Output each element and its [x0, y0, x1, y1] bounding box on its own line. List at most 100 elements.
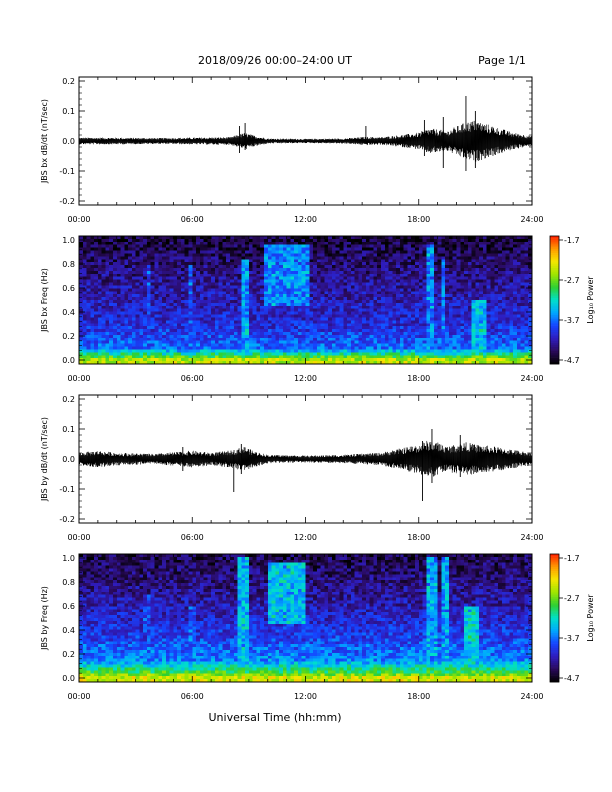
- spectrogram-cell: [241, 300, 246, 304]
- spectrogram-cell: [94, 273, 99, 278]
- spectrogram-cell: [267, 282, 272, 286]
- spectrogram-cell: [199, 265, 204, 269]
- spectrogram-cell: [139, 241, 144, 246]
- spectrogram-cell: [282, 329, 287, 333]
- spectrogram-cell: [131, 238, 136, 243]
- spectrogram-cell: [396, 320, 401, 324]
- spectrogram-cell: [252, 291, 257, 295]
- spectrogram-cell: [365, 262, 370, 266]
- spectrogram-cell: [354, 256, 359, 260]
- spectrogram-cell: [396, 244, 401, 248]
- spectrogram-cell: [282, 361, 287, 365]
- spectrogram-cell: [135, 262, 140, 266]
- spectrogram-cell: [263, 250, 269, 254]
- spectrogram-cell: [97, 291, 102, 295]
- spectrogram-cell: [464, 253, 469, 257]
- spectrogram-cell: [430, 314, 435, 318]
- spectrogram-cell: [184, 282, 189, 286]
- spectrogram-cell: [316, 332, 321, 336]
- spectrogram-cell: [403, 355, 408, 359]
- spectrogram-cell: [331, 326, 336, 330]
- spectrogram-cell: [146, 291, 152, 295]
- spectrogram-cell: [124, 262, 129, 266]
- spectrogram-cell: [256, 297, 261, 301]
- spectrogram-cell: [490, 236, 495, 240]
- spectrogram-cell: [403, 291, 408, 295]
- spectrogram-cell: [146, 265, 152, 269]
- spectrogram-cell: [192, 236, 197, 240]
- spectrogram-cell: [256, 279, 261, 283]
- spectrogram-cell: [448, 247, 454, 251]
- spectrogram-cell: [294, 334, 299, 339]
- spectrogram-cell: [192, 337, 197, 342]
- spectrogram-cell: [267, 250, 272, 254]
- spectrogram-cell: [211, 323, 216, 327]
- spectrogram-cell: [279, 256, 284, 260]
- spectrogram-cell: [109, 282, 114, 286]
- spectrogram-cell: [101, 297, 106, 301]
- spectrogram-cell: [422, 320, 427, 324]
- spectrogram-cell: [448, 332, 454, 336]
- spectrogram-cell: [331, 317, 336, 321]
- spectrogram-cell: [494, 241, 499, 246]
- spectrogram-cell: [430, 273, 435, 278]
- spectrogram-cell: [490, 305, 495, 310]
- spectrogram-cell: [437, 314, 442, 318]
- spectrogram-cell: [407, 285, 412, 289]
- spectrogram-cell: [218, 259, 223, 263]
- spectrogram-cell: [350, 343, 355, 347]
- spectrogram-cell: [388, 270, 393, 275]
- spectrogram-cell: [335, 346, 340, 350]
- spectrogram-cell: [271, 288, 276, 292]
- spectrogram-cell: [90, 276, 95, 280]
- spectrogram-cell: [79, 265, 84, 269]
- spectrogram-cell: [377, 305, 382, 310]
- spectrogram-cell: [373, 270, 378, 275]
- spectrogram-cell: [173, 358, 178, 362]
- spectrogram-cell: [467, 317, 472, 321]
- spectrogram-cell: [165, 355, 170, 359]
- spectrogram-cell: [252, 308, 257, 312]
- spectrogram-cell: [139, 262, 144, 266]
- spectrogram-cell: [192, 273, 197, 278]
- spectrogram-cell: [241, 326, 246, 330]
- spectrogram-cell: [112, 256, 118, 260]
- spectrogram-cell: [430, 276, 435, 280]
- spectrogram-cell: [381, 355, 386, 359]
- spectrogram-cell: [362, 285, 367, 289]
- spectrogram-cell: [165, 262, 170, 266]
- spectrogram-cell: [445, 329, 450, 333]
- spectrogram-cell: [494, 288, 499, 292]
- spectrogram-cell: [343, 256, 348, 260]
- spectrogram-cell: [169, 361, 174, 365]
- spectrogram-cell: [94, 270, 99, 275]
- spectrogram-cell: [177, 265, 182, 269]
- spectrogram-cell: [460, 262, 465, 266]
- spectrogram-cell: [252, 340, 257, 344]
- spectrogram-cell: [82, 279, 87, 283]
- spectrogram-cell: [316, 343, 321, 347]
- spectrogram-cell: [290, 355, 295, 359]
- spectrogram-cell: [301, 244, 306, 248]
- spectrogram-cell: [241, 311, 246, 315]
- spectrogram-cell: [411, 279, 416, 283]
- spectrogram-cell: [377, 320, 382, 324]
- spectrogram-cell: [452, 268, 457, 272]
- spectrogram-cell: [441, 340, 446, 344]
- spectrogram-cell: [445, 268, 450, 272]
- spectrogram-cell: [418, 311, 423, 315]
- spectrogram-cell: [460, 326, 465, 330]
- spectrogram-cell: [294, 361, 299, 365]
- spectrogram-cell: [248, 343, 253, 347]
- spectrogram-cell: [441, 314, 446, 318]
- spectrogram-cell: [211, 311, 216, 315]
- spectrogram-cell: [192, 291, 197, 295]
- spectrogram-cell: [131, 265, 136, 269]
- bx-waveform-panel: 00:00 06:00 12:00 18:00 24:000.20.10.0-0.1-0…: [40, 76, 544, 224]
- spectrogram-cell: [203, 340, 208, 344]
- spectrogram-cell: [282, 253, 287, 257]
- spectrogram-cell: [286, 244, 291, 248]
- spectrogram-cell: [433, 308, 438, 312]
- spectrogram-cell: [309, 244, 314, 248]
- spectrogram-cell: [384, 288, 389, 292]
